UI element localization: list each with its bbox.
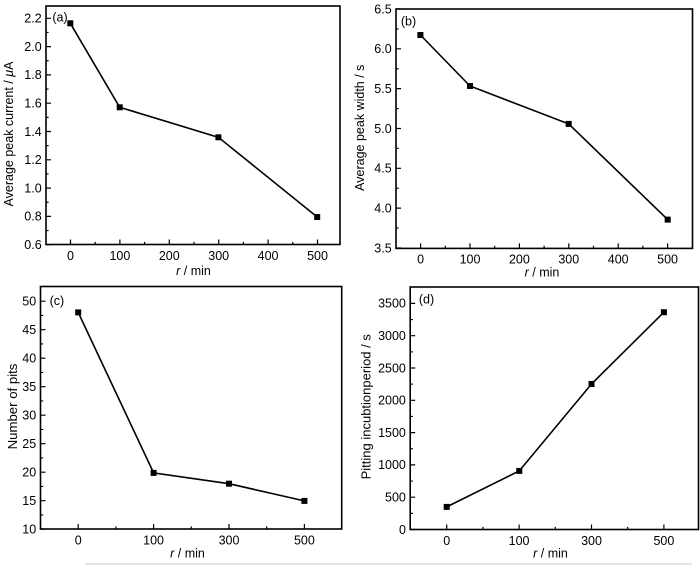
svg-text:1.2: 1.2 bbox=[24, 153, 41, 167]
svg-text:1000: 1000 bbox=[378, 458, 406, 472]
svg-text:Pitting incubtionperiod / s: Pitting incubtionperiod / s bbox=[359, 334, 374, 480]
svg-text:200: 200 bbox=[159, 249, 180, 263]
svg-text:2.0: 2.0 bbox=[24, 40, 41, 54]
svg-text:500: 500 bbox=[657, 253, 678, 267]
svg-text:400: 400 bbox=[608, 253, 629, 267]
svg-text:0: 0 bbox=[417, 253, 424, 267]
svg-text:r / min: r / min bbox=[525, 266, 560, 280]
svg-text:0.6: 0.6 bbox=[24, 238, 41, 252]
svg-text:25: 25 bbox=[22, 437, 36, 451]
svg-text:r / min: r / min bbox=[176, 264, 211, 278]
svg-text:1.6: 1.6 bbox=[24, 97, 41, 111]
svg-text:2000: 2000 bbox=[378, 394, 406, 408]
svg-text:4.5: 4.5 bbox=[374, 162, 391, 176]
svg-text:50: 50 bbox=[22, 295, 36, 309]
svg-text:0.8: 0.8 bbox=[24, 210, 41, 224]
svg-text:300: 300 bbox=[581, 534, 602, 548]
svg-text:3500: 3500 bbox=[378, 297, 406, 311]
svg-text:200: 200 bbox=[509, 253, 530, 267]
svg-text:30: 30 bbox=[22, 409, 36, 423]
svg-text:5.5: 5.5 bbox=[374, 82, 391, 96]
svg-text:100: 100 bbox=[460, 253, 481, 267]
svg-text:(c): (c) bbox=[50, 294, 65, 308]
svg-text:300: 300 bbox=[208, 249, 229, 263]
svg-text:500: 500 bbox=[653, 534, 674, 548]
svg-text:1.4: 1.4 bbox=[24, 125, 41, 139]
svg-text:0: 0 bbox=[75, 534, 82, 548]
svg-text:500: 500 bbox=[307, 249, 328, 263]
svg-text:40: 40 bbox=[22, 352, 36, 366]
svg-text:500: 500 bbox=[385, 491, 406, 505]
svg-text:2500: 2500 bbox=[378, 361, 406, 375]
svg-text:r / min: r / min bbox=[170, 547, 205, 561]
svg-text:45: 45 bbox=[22, 323, 36, 337]
svg-text:0: 0 bbox=[67, 249, 74, 263]
svg-text:Average peak current / μA: Average peak current / μA bbox=[2, 61, 16, 207]
svg-text:20: 20 bbox=[22, 466, 36, 480]
svg-text:400: 400 bbox=[258, 249, 279, 263]
svg-text:5.0: 5.0 bbox=[374, 122, 391, 136]
svg-text:(d): (d) bbox=[419, 293, 434, 307]
svg-text:500: 500 bbox=[294, 534, 315, 548]
svg-text:2.2: 2.2 bbox=[24, 12, 41, 26]
svg-text:Average peak width / s: Average peak width / s bbox=[353, 65, 367, 191]
svg-text:3.5: 3.5 bbox=[374, 241, 391, 255]
svg-text:(b): (b) bbox=[401, 15, 416, 29]
svg-text:100: 100 bbox=[143, 534, 164, 548]
svg-text:15: 15 bbox=[22, 494, 36, 508]
svg-text:Number of pits: Number of pits bbox=[5, 363, 20, 449]
svg-text:6.0: 6.0 bbox=[374, 42, 391, 56]
svg-text:100: 100 bbox=[509, 534, 530, 548]
svg-text:300: 300 bbox=[558, 253, 579, 267]
svg-text:6.5: 6.5 bbox=[374, 2, 391, 16]
svg-text:100: 100 bbox=[109, 249, 130, 263]
svg-text:300: 300 bbox=[219, 534, 240, 548]
svg-text:3000: 3000 bbox=[378, 329, 406, 343]
svg-text:1.8: 1.8 bbox=[24, 68, 41, 82]
svg-text:(a): (a) bbox=[52, 11, 67, 25]
svg-text:1.0: 1.0 bbox=[24, 181, 41, 195]
svg-text:4.0: 4.0 bbox=[374, 201, 391, 215]
svg-text:0: 0 bbox=[443, 534, 450, 548]
svg-text:10: 10 bbox=[22, 523, 36, 537]
svg-text:0: 0 bbox=[399, 523, 406, 537]
svg-text:r / min: r / min bbox=[533, 547, 568, 561]
svg-text:35: 35 bbox=[22, 380, 36, 394]
svg-text:1500: 1500 bbox=[378, 426, 406, 440]
